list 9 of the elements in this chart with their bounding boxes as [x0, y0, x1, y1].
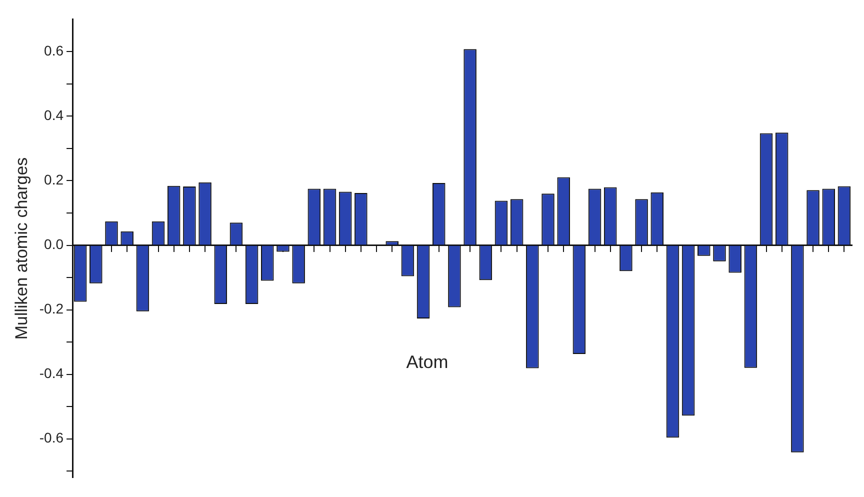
y-tick-label: -0.6: [39, 430, 64, 446]
y-axis-title: Mulliken atomic charges: [12, 157, 31, 340]
x-axis-title: Atom: [406, 352, 448, 372]
y-tick-label: 0.4: [44, 107, 64, 124]
y-tick-label: 0.6: [44, 42, 64, 59]
y-tick-label: -0.2: [39, 300, 64, 317]
y-tick-label: 0.2: [44, 172, 64, 188]
y-tick-label: 0.0: [44, 236, 64, 252]
y-tick-label: -0.4: [39, 365, 64, 382]
